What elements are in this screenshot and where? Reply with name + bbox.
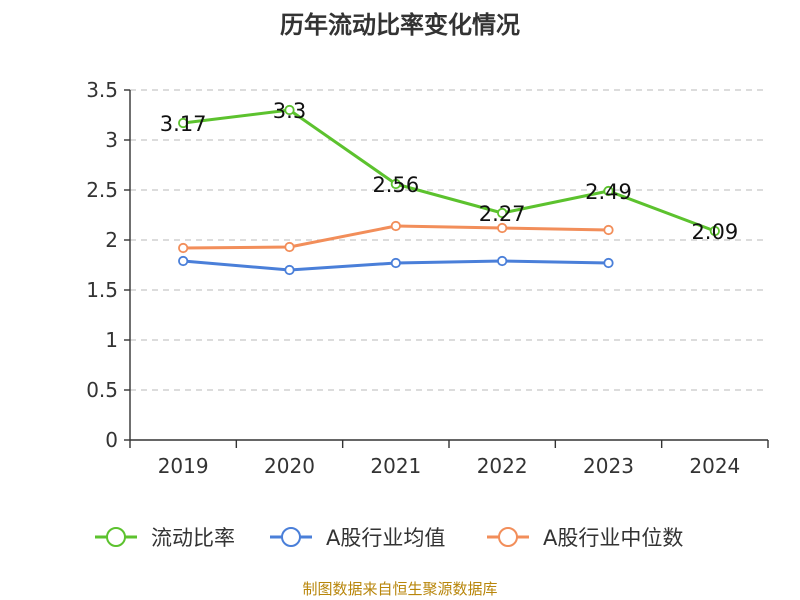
data-point bbox=[603, 257, 614, 269]
data-point bbox=[178, 255, 189, 267]
y-tick-label: 1.5 bbox=[86, 278, 118, 302]
data-point bbox=[390, 257, 401, 269]
data-point bbox=[284, 241, 295, 253]
data-point bbox=[497, 255, 508, 267]
legend: 流动比率 A股行业均值 A股行业中位数 bbox=[95, 526, 683, 550]
legend-label: 流动比率 bbox=[151, 526, 235, 550]
data-point bbox=[390, 178, 401, 190]
source-note: 制图数据来自恒生聚源数据库 bbox=[302, 580, 497, 598]
y-tick-label: 2 bbox=[105, 228, 118, 252]
data-point bbox=[178, 242, 189, 254]
x-tick-label: 2024 bbox=[689, 454, 740, 478]
data-point bbox=[284, 264, 295, 276]
data-point bbox=[284, 104, 295, 116]
legend-label: A股行业中位数 bbox=[543, 526, 683, 550]
grid-lines bbox=[130, 89, 768, 391]
data-label: 2.09 bbox=[691, 220, 738, 244]
legend-label: A股行业均值 bbox=[326, 526, 445, 550]
axes: 0 0.5 1 1.5 2 2.5 3 3.5 2019 2020 2021 2022 2023 2024 bbox=[86, 78, 769, 478]
x-tick-label: 2020 bbox=[264, 454, 315, 478]
x-tick-label: 2019 bbox=[158, 454, 209, 478]
data-point bbox=[178, 117, 189, 129]
data-point bbox=[497, 207, 508, 219]
legend-swatch-marker bbox=[106, 527, 126, 547]
series-line-0 bbox=[181, 108, 717, 233]
legend-swatch-marker bbox=[498, 527, 518, 547]
y-tick-label: 3 bbox=[105, 128, 118, 152]
data-point bbox=[390, 220, 401, 232]
data-point bbox=[603, 185, 614, 197]
y-tick-label: 0.5 bbox=[86, 378, 118, 402]
data-point bbox=[497, 222, 508, 234]
x-tick-label: 2023 bbox=[583, 454, 634, 478]
data-label: 2.49 bbox=[585, 180, 632, 204]
y-tick-label: 2.5 bbox=[86, 178, 118, 202]
y-tick-label: 3.5 bbox=[86, 78, 118, 102]
data-point bbox=[603, 224, 614, 236]
data-point bbox=[709, 225, 720, 237]
data-label: 2.56 bbox=[372, 173, 419, 197]
x-tick-label: 2021 bbox=[370, 454, 421, 478]
data-label: 2.27 bbox=[479, 202, 526, 226]
series-group bbox=[178, 104, 720, 276]
y-tick-label: 0 bbox=[105, 428, 118, 452]
data-label: 3.17 bbox=[160, 112, 207, 136]
x-tick-label: 2022 bbox=[477, 454, 528, 478]
legend-swatch-marker bbox=[281, 527, 301, 547]
chart-title: 历年流动比率变化情况 bbox=[280, 11, 520, 39]
y-tick-label: 1 bbox=[105, 328, 118, 352]
data-labels: 3.17 3.3 2.56 2.27 2.49 2.09 bbox=[160, 99, 738, 244]
data-label: 3.3 bbox=[273, 99, 306, 123]
